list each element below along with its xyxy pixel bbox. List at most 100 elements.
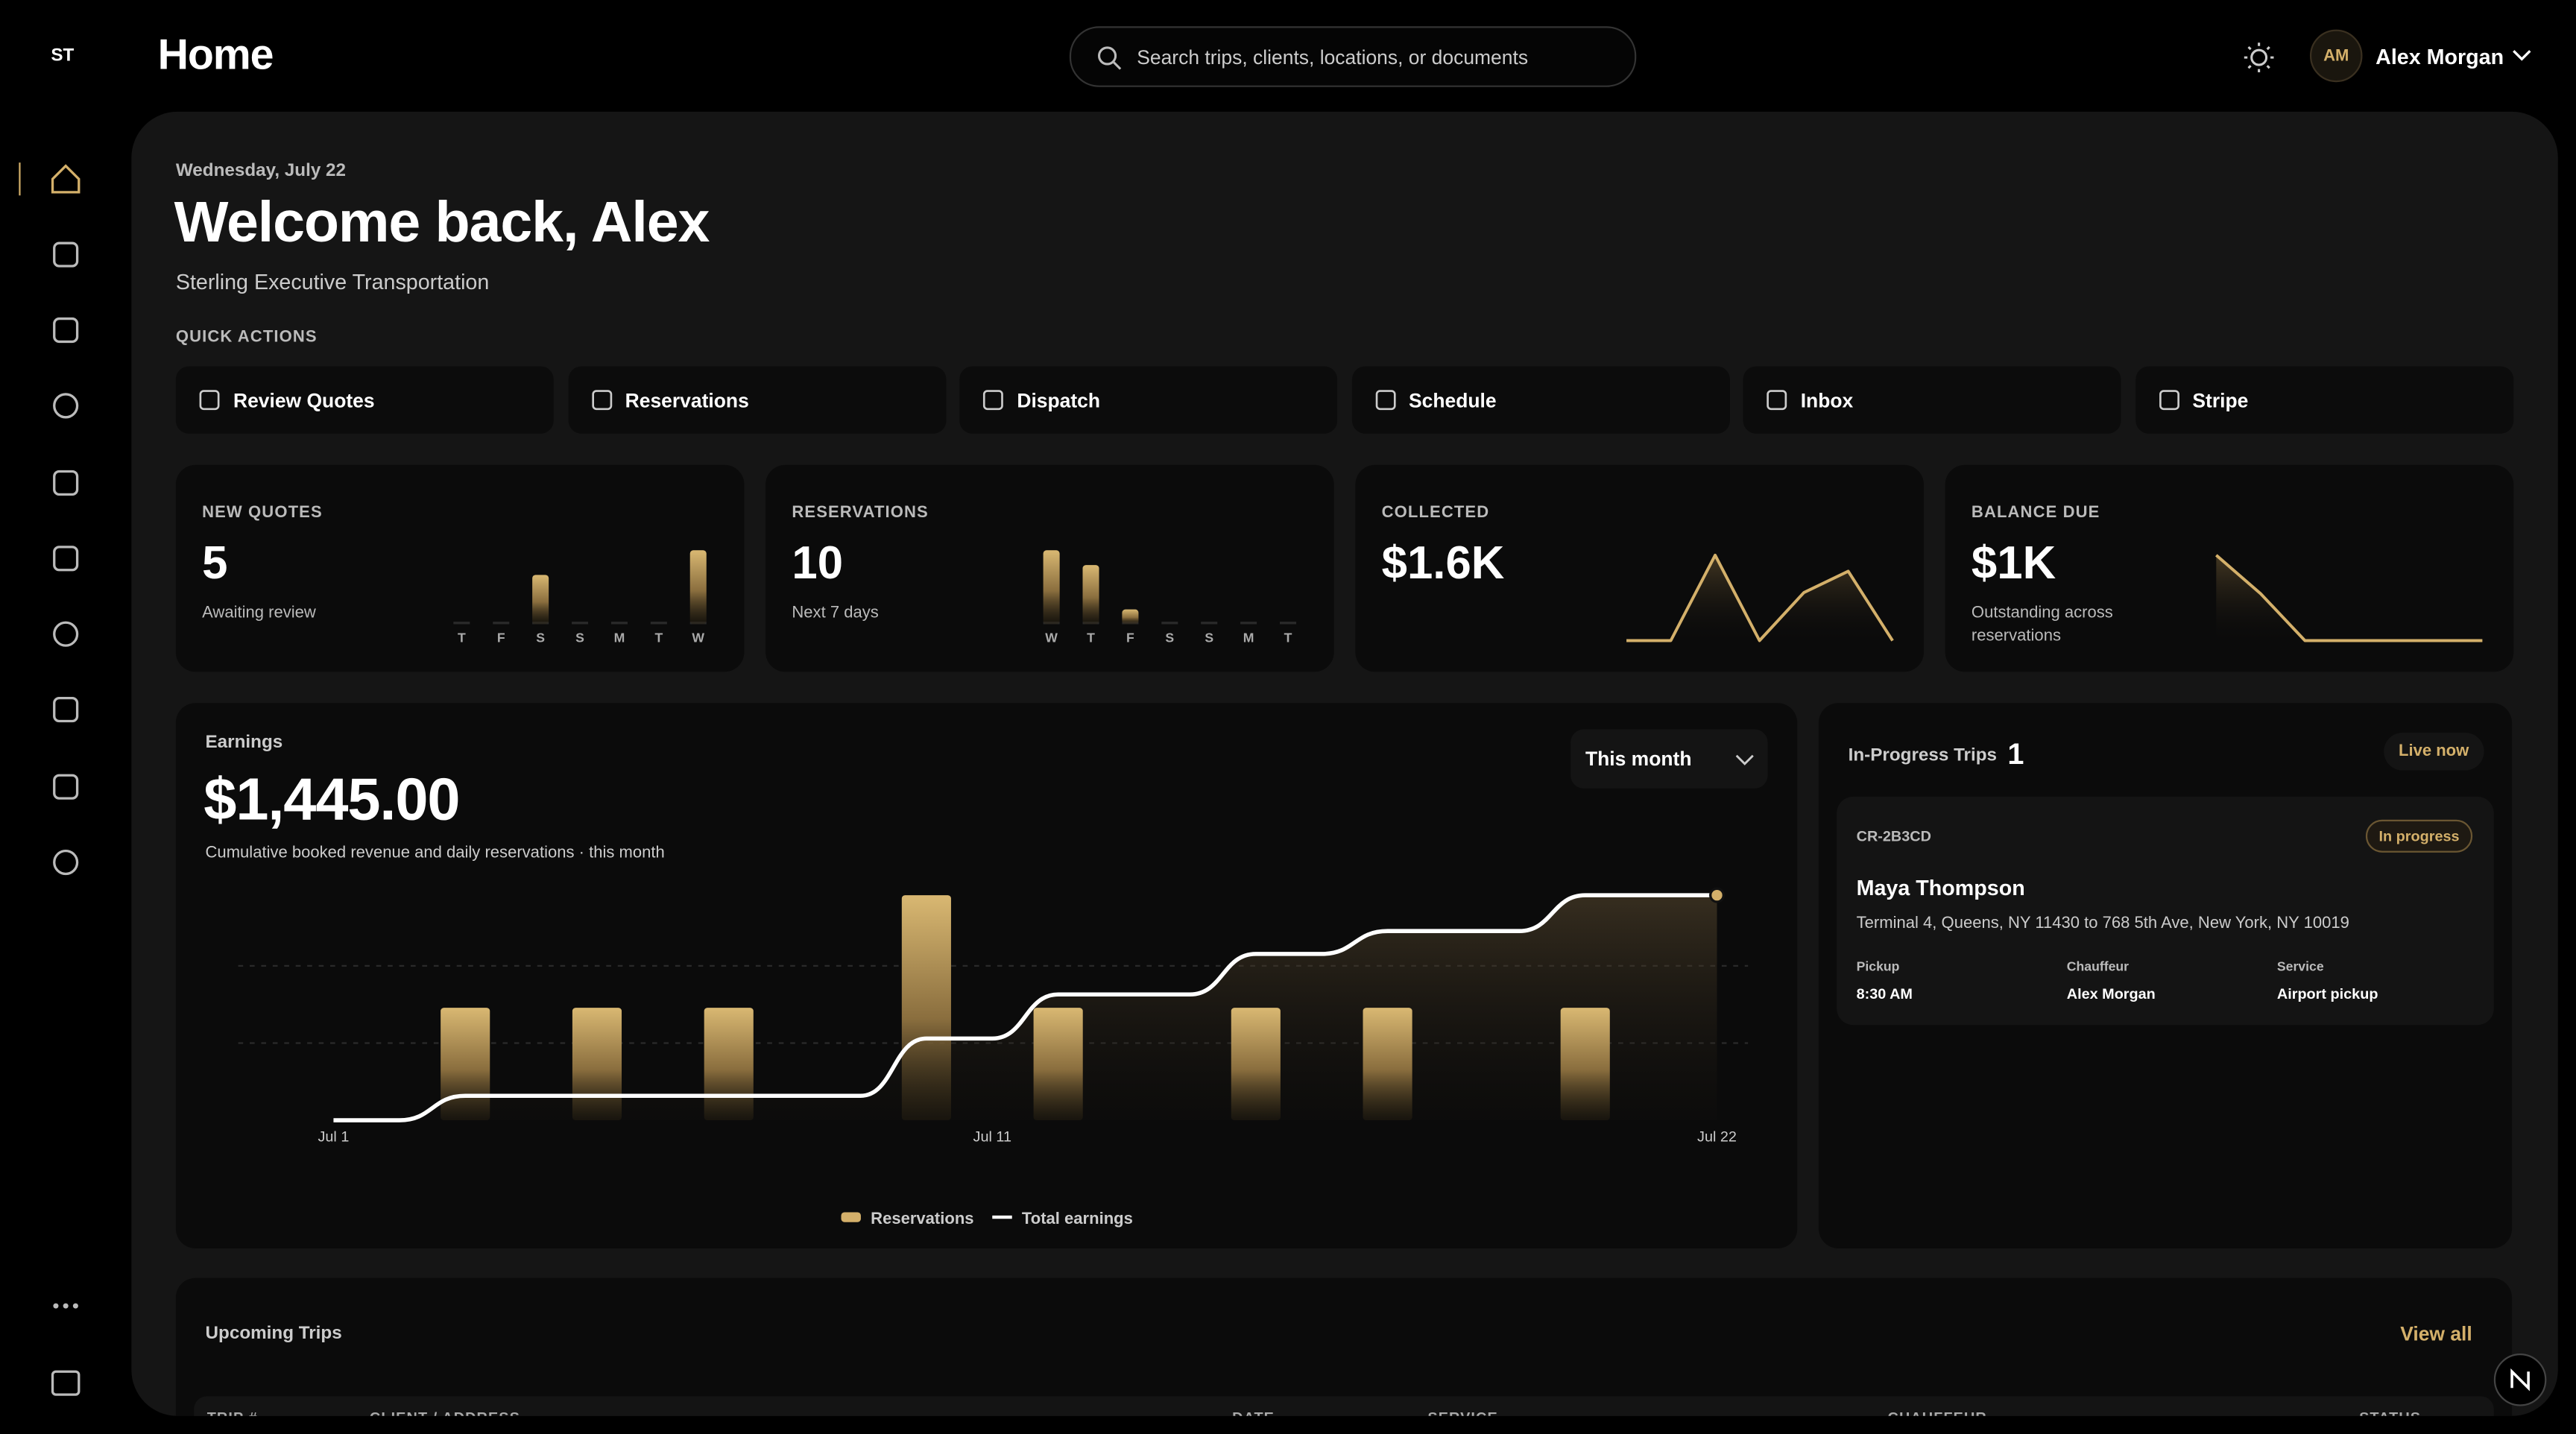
nav-icon[interactable] [53,774,79,800]
stat-label: BALANCE DUE [1971,504,2100,522]
nav-icon[interactable] [53,470,79,496]
stat-chart [1626,553,1894,642]
search-placeholder: Search trips, clients, locations, or doc… [1137,45,1529,69]
nav-icon[interactable] [53,241,79,268]
quick-action[interactable]: Dispatch [959,366,1338,434]
column-header: TRIP # [207,1409,258,1416]
stat-day-label: S [1205,631,1213,645]
icon-shape [53,393,79,419]
more-dot [53,1303,59,1309]
reservation-bar [1363,1008,1412,1121]
quick-action[interactable]: Review Quotes [175,366,554,434]
column-header: CLIENT / ADDRESS [370,1409,520,1416]
page-title: Home [157,29,274,79]
icon-shape [53,774,79,800]
trip-status: In progress [2365,819,2473,853]
stat-label: COLLECTED [1381,504,1490,522]
field-label: Pickup [1856,959,1900,974]
earnings-chart: Jul 1 Jul 11 Jul 22 Reservations Total earni… [238,887,1749,1228]
quick-action[interactable]: Inbox [1743,366,2121,434]
legend-label: Total earnings [1022,1209,1133,1228]
avatar[interactable]: AM [2309,29,2363,83]
field-value: Airport pickup [2276,985,2378,1002]
stat-caption: Next 7 days [792,604,879,623]
quick-action[interactable]: Reservations [567,366,946,434]
stat-bar-track [453,622,470,625]
reservation-bar [1033,1008,1083,1121]
in-progress-count: 1 [2007,737,2024,771]
stat-line [1626,553,1894,642]
field-value: Alex Morgan [2066,985,2156,1002]
stat-line [2215,554,2483,642]
reservation-bar [441,1008,490,1121]
stat-day-label: F [1126,631,1134,645]
floating-icon [2510,1368,2530,1392]
stat-caption: Awaiting review [202,604,316,623]
quick-action-label: Stripe [2192,388,2249,412]
collapse-icon[interactable] [51,1370,80,1396]
icon-shape [53,470,79,496]
icon-shape [199,390,220,411]
stat-value: 10 [792,537,844,588]
icon-shape [1767,390,1787,411]
welcome-heading: Welcome back, Alex [174,190,710,255]
nav-icon[interactable] [53,546,79,572]
trip-card[interactable]: CR-2B3CD In progress Maya Thompson Termi… [1837,796,2494,1026]
column-header: CHAUFFEUR [1888,1409,1987,1416]
earnings-area [333,895,1717,1121]
upcoming-title: Upcoming Trips [205,1324,342,1344]
icon-shape [53,317,79,344]
earnings-title: Earnings [205,732,283,753]
quick-action-label: Review Quotes [233,388,375,412]
earnings-caption: Cumulative booked revenue and daily rese… [205,844,665,863]
nav-icon[interactable] [53,621,79,647]
user-chevron[interactable] [2510,48,2534,64]
quick-action[interactable]: Schedule [1351,366,1729,434]
stat-bar [1122,609,1139,625]
stat-day-label: M [614,631,625,645]
nav-icon[interactable] [53,849,79,876]
column-header: DATE [1232,1409,1275,1416]
quick-action-icon [1767,390,1787,411]
floating-button[interactable] [2493,1354,2547,1406]
nav-icon[interactable] [51,164,80,194]
trip-client: Maya Thompson [1856,875,2025,900]
x-tick-label: Jul 11 [973,1129,1011,1146]
trip-route: Terminal 4, Queens, NY 11430 to 768 5th … [1856,915,2349,933]
nav-icon[interactable] [53,697,79,723]
theme-toggle[interactable] [2243,41,2276,74]
stat-card: BALANCE DUE $1K Outstanding across reserva… [1945,464,2514,672]
section-label: QUICK ACTIONS [175,328,318,347]
in-progress-title: In-Progress Trips [1848,745,1998,766]
brand[interactable]: ST [51,45,75,66]
more-dot [72,1303,78,1309]
nav-icon[interactable] [53,317,79,344]
stat-value: $1.6K [1381,537,1505,588]
field-label: Chauffeur [2066,959,2130,974]
icon-shape [53,546,79,572]
table-header: TRIP # CLIENT / ADDRESS DATE SERVICE CHAUFFE… [194,1396,2494,1416]
quick-action[interactable]: Stripe [2135,366,2513,434]
search-icon [1097,46,1122,70]
stat-day-label: S [575,631,584,645]
view-all-link[interactable]: View all [2400,1322,2472,1345]
trip-id: CR-2B3CD [1856,827,1931,844]
stat-label: NEW QUOTES [202,504,323,522]
field-value: 8:30 AM [1856,985,1913,1002]
stat-chart [2215,554,2483,642]
quick-action-label: Inbox [1800,388,1854,412]
column-header: SERVICE [1427,1409,1497,1416]
live-badge[interactable]: Live now [2384,732,2484,771]
search-box[interactable]: Search trips, clients, locations, or doc… [1069,26,1637,87]
icon-shape [982,390,1003,411]
period-select[interactable]: This month [1570,729,1768,789]
stat-day-label: S [536,631,545,645]
reservation-bar [1231,1008,1281,1121]
user-name[interactable]: Alex Morgan [2375,44,2504,69]
earnings-line [333,893,1717,1122]
nav-icon[interactable] [53,393,79,419]
reservation-bar [704,1008,754,1121]
quick-action-label: Schedule [1409,388,1497,412]
